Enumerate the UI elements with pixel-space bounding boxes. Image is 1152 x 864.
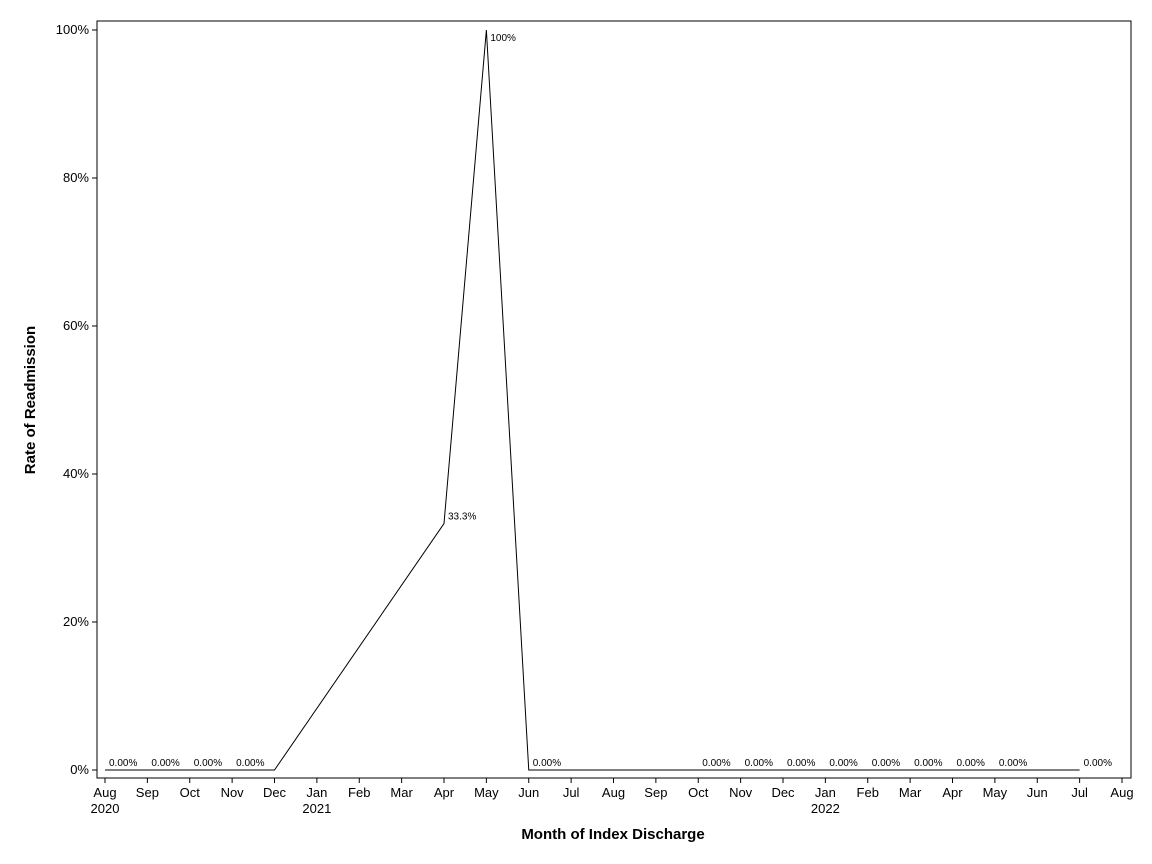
x-tick-label: Sep (644, 785, 667, 800)
x-tick-label: Sep (136, 785, 159, 800)
x-tick-label: Dec (771, 785, 795, 800)
value-label: 0.00% (151, 758, 179, 769)
x-tick-label: Dec (263, 785, 287, 800)
x-tick-label: Jun (518, 785, 539, 800)
value-label: 0.00% (702, 758, 730, 769)
y-tick-label: 20% (63, 614, 89, 629)
plot-frame (96, 20, 1132, 779)
line (105, 29, 1080, 771)
x-tick-label: Oct (180, 785, 201, 800)
value-label: 0.00% (194, 758, 222, 769)
y-axis-title: Rate of Readmission (22, 326, 39, 474)
x-tick-label: Apr (942, 785, 963, 800)
x-tick-label: Nov (729, 785, 753, 800)
value-label: 0.00% (872, 758, 900, 769)
x-year-label: 2022 (811, 801, 840, 816)
x-axis-title: Month of Index Discharge (521, 826, 704, 843)
x-tick-label: May (474, 785, 499, 800)
x-tick-label: Feb (857, 785, 879, 800)
x-tick-label: Jun (1027, 785, 1048, 800)
x-tick-label: Oct (688, 785, 709, 800)
value-label: 0.00% (829, 758, 857, 769)
y-tick-label: 60% (63, 318, 89, 333)
value-label: 0.00% (957, 758, 985, 769)
value-label: 0.00% (236, 758, 264, 769)
x-tick-label: Nov (221, 785, 245, 800)
x-tick-label: Jul (1071, 785, 1088, 800)
value-label: 0.00% (999, 758, 1027, 769)
value-label: 0.00% (787, 758, 815, 769)
y-tick-label: 80% (63, 170, 89, 185)
x-tick-label: Jan (815, 785, 836, 800)
x-tick-label: Aug (1110, 785, 1133, 800)
x-tick-label: Mar (899, 785, 922, 800)
x-tick-label: Feb (348, 785, 370, 800)
x-tick-label: Jan (306, 785, 327, 800)
x-tick-label: Jul (563, 785, 580, 800)
x-tick-label: May (983, 785, 1008, 800)
x-year-label: 2020 (91, 801, 120, 816)
value-label: 33.3% (448, 512, 476, 523)
value-label: 0.00% (745, 758, 773, 769)
value-label: 0.00% (1084, 758, 1112, 769)
x-tick-label: Aug (602, 785, 625, 800)
y-tick-label: 0% (70, 762, 89, 777)
value-label: 0.00% (109, 758, 137, 769)
value-label: 0.00% (533, 758, 561, 769)
value-label: 100% (490, 33, 516, 44)
x-tick-label: Apr (434, 785, 455, 800)
x-tick-label: Aug (93, 785, 116, 800)
y-tick-label: 40% (63, 466, 89, 481)
value-label: 0.00% (914, 758, 942, 769)
x-tick-label: Mar (390, 785, 413, 800)
x-year-label: 2021 (302, 801, 331, 816)
y-tick-label: 100% (56, 22, 90, 37)
